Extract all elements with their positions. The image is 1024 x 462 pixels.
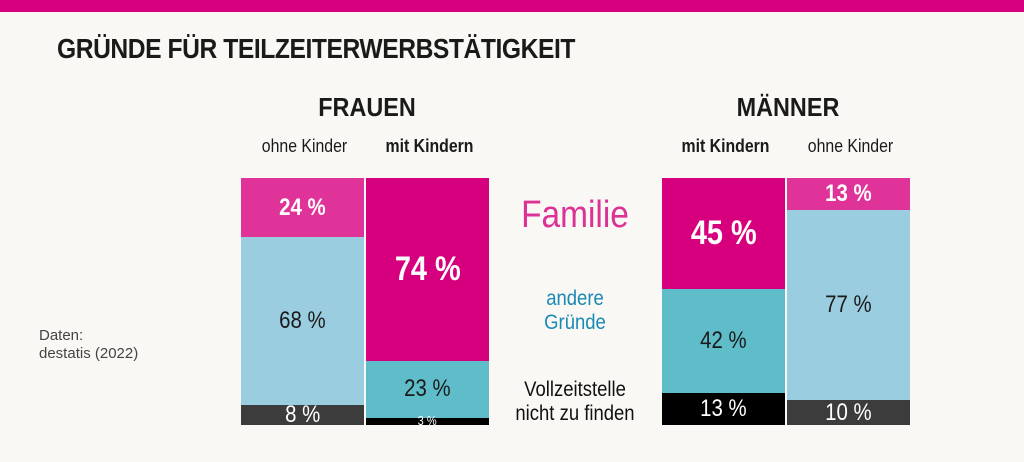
category-label-maenner-ohne: ohne Kinder — [807, 136, 894, 156]
data-label: 77 % — [825, 291, 872, 319]
data-label: 13 % — [825, 180, 872, 208]
bar-segment: 24 % — [241, 178, 364, 238]
data-label: 8 % — [284, 401, 321, 429]
category-label-frauen-ohne: ohne Kinder — [261, 136, 348, 156]
legend-vollzeit: Vollzeitstelle nicht zu finden — [509, 378, 641, 426]
data-label: 74 % — [394, 249, 461, 288]
legend-andere-line1: andere — [546, 287, 604, 310]
legend-vollzeit-line1: Vollzeitstelle — [524, 378, 626, 401]
group-label-maenner: MÄNNER — [736, 92, 840, 122]
group-label-frauen: FRAUEN — [318, 92, 416, 122]
source-note: Daten: destatis (2022) — [39, 327, 138, 363]
bar-segment: 13 % — [787, 178, 910, 211]
category-label-frauen-mit: mit Kindern — [385, 136, 474, 156]
bar-segment: 74 % — [366, 178, 489, 361]
bar-segment: 3 % — [366, 413, 489, 428]
bar-maenner-ohne-kinder: 13 % 77 % 10 % — [787, 178, 910, 426]
bar-segment: 42 % — [662, 289, 785, 393]
bar-segment: 45 % — [662, 178, 785, 290]
bar-segment: 8 % — [241, 401, 364, 428]
data-label: 23 % — [404, 375, 451, 403]
bar-segment: 77 % — [787, 210, 910, 401]
top-accent-bar — [0, 0, 1024, 12]
data-label: 45 % — [690, 214, 757, 253]
bar-segment: 10 % — [787, 398, 910, 426]
bar-frauen-ohne-kinder: 24 % 68 % 8 % — [241, 178, 364, 428]
legend-familie: Familie — [521, 194, 629, 236]
source-line1: Daten: — [39, 327, 84, 344]
chart-title: GRÜNDE FÜR TEILZEITERWERBSTÄTIGKEIT — [57, 33, 576, 64]
data-label: 24 % — [279, 193, 326, 221]
legend-andere-gruende: andere Gründe — [509, 287, 641, 335]
bar-segment: 68 % — [241, 237, 364, 406]
data-label: 3 % — [417, 412, 438, 428]
category-label-maenner-mit: mit Kindern — [681, 136, 770, 156]
bar-segment: 23 % — [366, 360, 489, 418]
data-label: 68 % — [279, 307, 326, 335]
legend-andere-line2: Gründe — [544, 311, 606, 334]
data-label: 42 % — [700, 327, 747, 354]
bar-segment: 13 % — [662, 392, 785, 425]
legend-vollzeit-line2: nicht zu finden — [515, 402, 635, 425]
data-label: 13 % — [700, 394, 747, 422]
bar-maenner-mit-kindern: 45 % 42 % 13 % — [662, 178, 785, 425]
data-label: 10 % — [825, 398, 872, 426]
source-line2: destatis (2022) — [39, 345, 139, 362]
bar-frauen-mit-kindern: 74 % 23 % 3 % — [366, 178, 489, 428]
